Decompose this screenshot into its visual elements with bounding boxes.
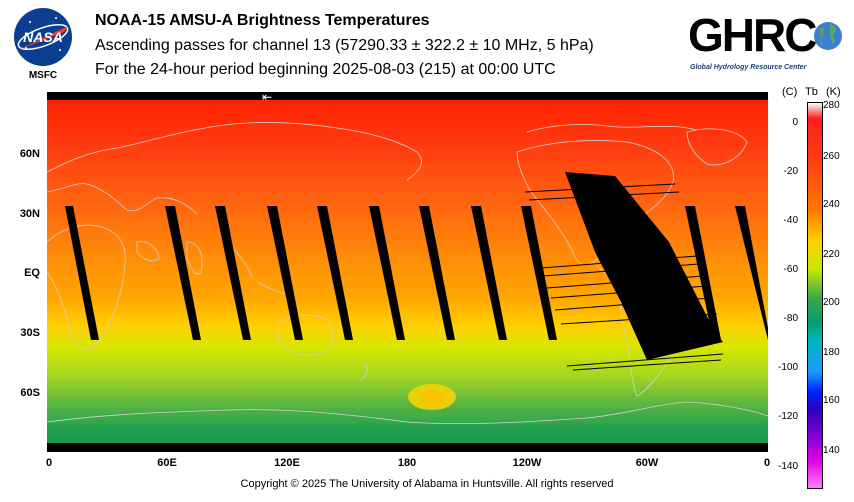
swath-gaps	[65, 172, 768, 360]
msfc-label: MSFC	[28, 70, 58, 81]
ghrc-logo: GHRC Global Hydrology Resource Center	[686, 10, 848, 80]
colorbar-unit-c: (C)	[782, 86, 798, 98]
cb-tick-c: -60	[783, 264, 798, 275]
svg-text:NASA: NASA	[23, 29, 63, 45]
cb-tick-k: 260	[823, 151, 840, 162]
no-data-band-north	[47, 92, 768, 100]
cb-tick-c: 0	[792, 117, 798, 128]
nasa-logo: NASA MSFC	[12, 6, 74, 82]
cb-tick-k: 280	[823, 100, 840, 111]
cb-tick-k: 240	[823, 199, 840, 210]
lon-label-0: 0	[45, 457, 53, 469]
lat-label-eq: EQ	[24, 267, 40, 279]
cb-tick-c: -80	[783, 313, 798, 324]
lat-label-30s: 30S	[20, 327, 40, 339]
lon-label-120e: 120E	[274, 457, 300, 469]
cb-tick-k: 140	[823, 445, 840, 456]
cb-tick-c: -100	[777, 362, 798, 373]
cb-tick-c: -140	[777, 461, 798, 472]
period-label: For the 24-hour period beginning 2025-08…	[95, 61, 556, 78]
copyright-notice: Copyright © 2025 The University of Alaba…	[240, 478, 614, 490]
map-canvas	[47, 92, 768, 452]
brightness-temperature-map	[47, 92, 768, 452]
lat-label-60n: 60N	[19, 148, 40, 160]
page-subtitle: Ascending passes for channel 13 (57290.3…	[95, 37, 594, 54]
orbit-direction-arrow-icon: ⇤	[262, 90, 273, 104]
colorbar-title: Tb	[805, 86, 818, 98]
cb-tick-k: 160	[823, 395, 840, 406]
lat-label-60s: 60S	[20, 387, 40, 399]
ghrc-subtitle: Global Hydrology Resource Center	[690, 64, 807, 71]
no-data-band-south	[47, 443, 768, 452]
cb-tick-c: -20	[783, 166, 798, 177]
ghrc-wordmark: GHRC	[688, 9, 817, 61]
title-block: NOAA-15 AMSU-A Brightness Temperatures A…	[95, 11, 594, 83]
scanline-artifacts	[524, 183, 724, 371]
lat-label-30n: 30N	[19, 208, 40, 220]
globe-icon	[814, 22, 842, 50]
cb-tick-c: -120	[777, 411, 798, 422]
lon-label-120w: 120W	[512, 457, 542, 469]
lon-label-0-east: 0	[763, 457, 771, 469]
cb-tick-k: 180	[823, 347, 840, 358]
temperature-colorbar	[807, 102, 823, 489]
page-title: NOAA-15 AMSU-A Brightness Temperatures	[95, 12, 430, 29]
nasa-meatball-icon: NASA	[14, 8, 72, 66]
cb-tick-k: 200	[823, 297, 840, 308]
lon-label-60e: 60E	[157, 457, 177, 469]
cb-tick-k: 220	[823, 249, 840, 260]
coastlines	[47, 122, 768, 425]
lon-label-180: 180	[397, 457, 417, 469]
cb-tick-c: -40	[783, 215, 798, 226]
lon-label-60w: 60W	[635, 457, 659, 469]
colorbar-unit-k: (K)	[826, 86, 841, 98]
